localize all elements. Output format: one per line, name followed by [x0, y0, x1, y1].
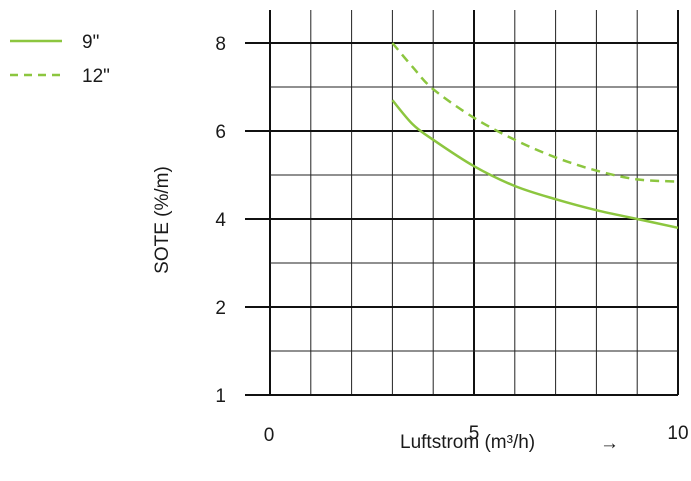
- y-tick-label: 1: [215, 386, 226, 407]
- x-tick-label: 5: [469, 423, 480, 444]
- series-line-nine-inch: [391, 99, 679, 230]
- x-tick-label: 0: [264, 425, 275, 446]
- legend-label: 9": [82, 32, 99, 53]
- y-tick-label: 4: [215, 210, 226, 231]
- series-lines: [391, 42, 679, 230]
- x-axis-label: Luftstrom (m³/h): [400, 432, 535, 453]
- x-axis-arrow-icon: →: [600, 433, 619, 454]
- legend-label: 12": [82, 66, 110, 87]
- y-tick-label: 2: [215, 298, 226, 319]
- tick-labels: 1 2 4 6 8 0 5 10: [215, 34, 688, 446]
- series-line-twelve-inch: [391, 42, 679, 183]
- legend: 9" 12": [10, 32, 110, 87]
- x-tick-label: 10: [667, 423, 688, 444]
- y-tick-label: 6: [215, 122, 226, 143]
- y-tick-label: 8: [215, 34, 226, 55]
- y-axis-label: SOTE (%/m): [152, 166, 173, 274]
- chart-grid: [245, 10, 679, 396]
